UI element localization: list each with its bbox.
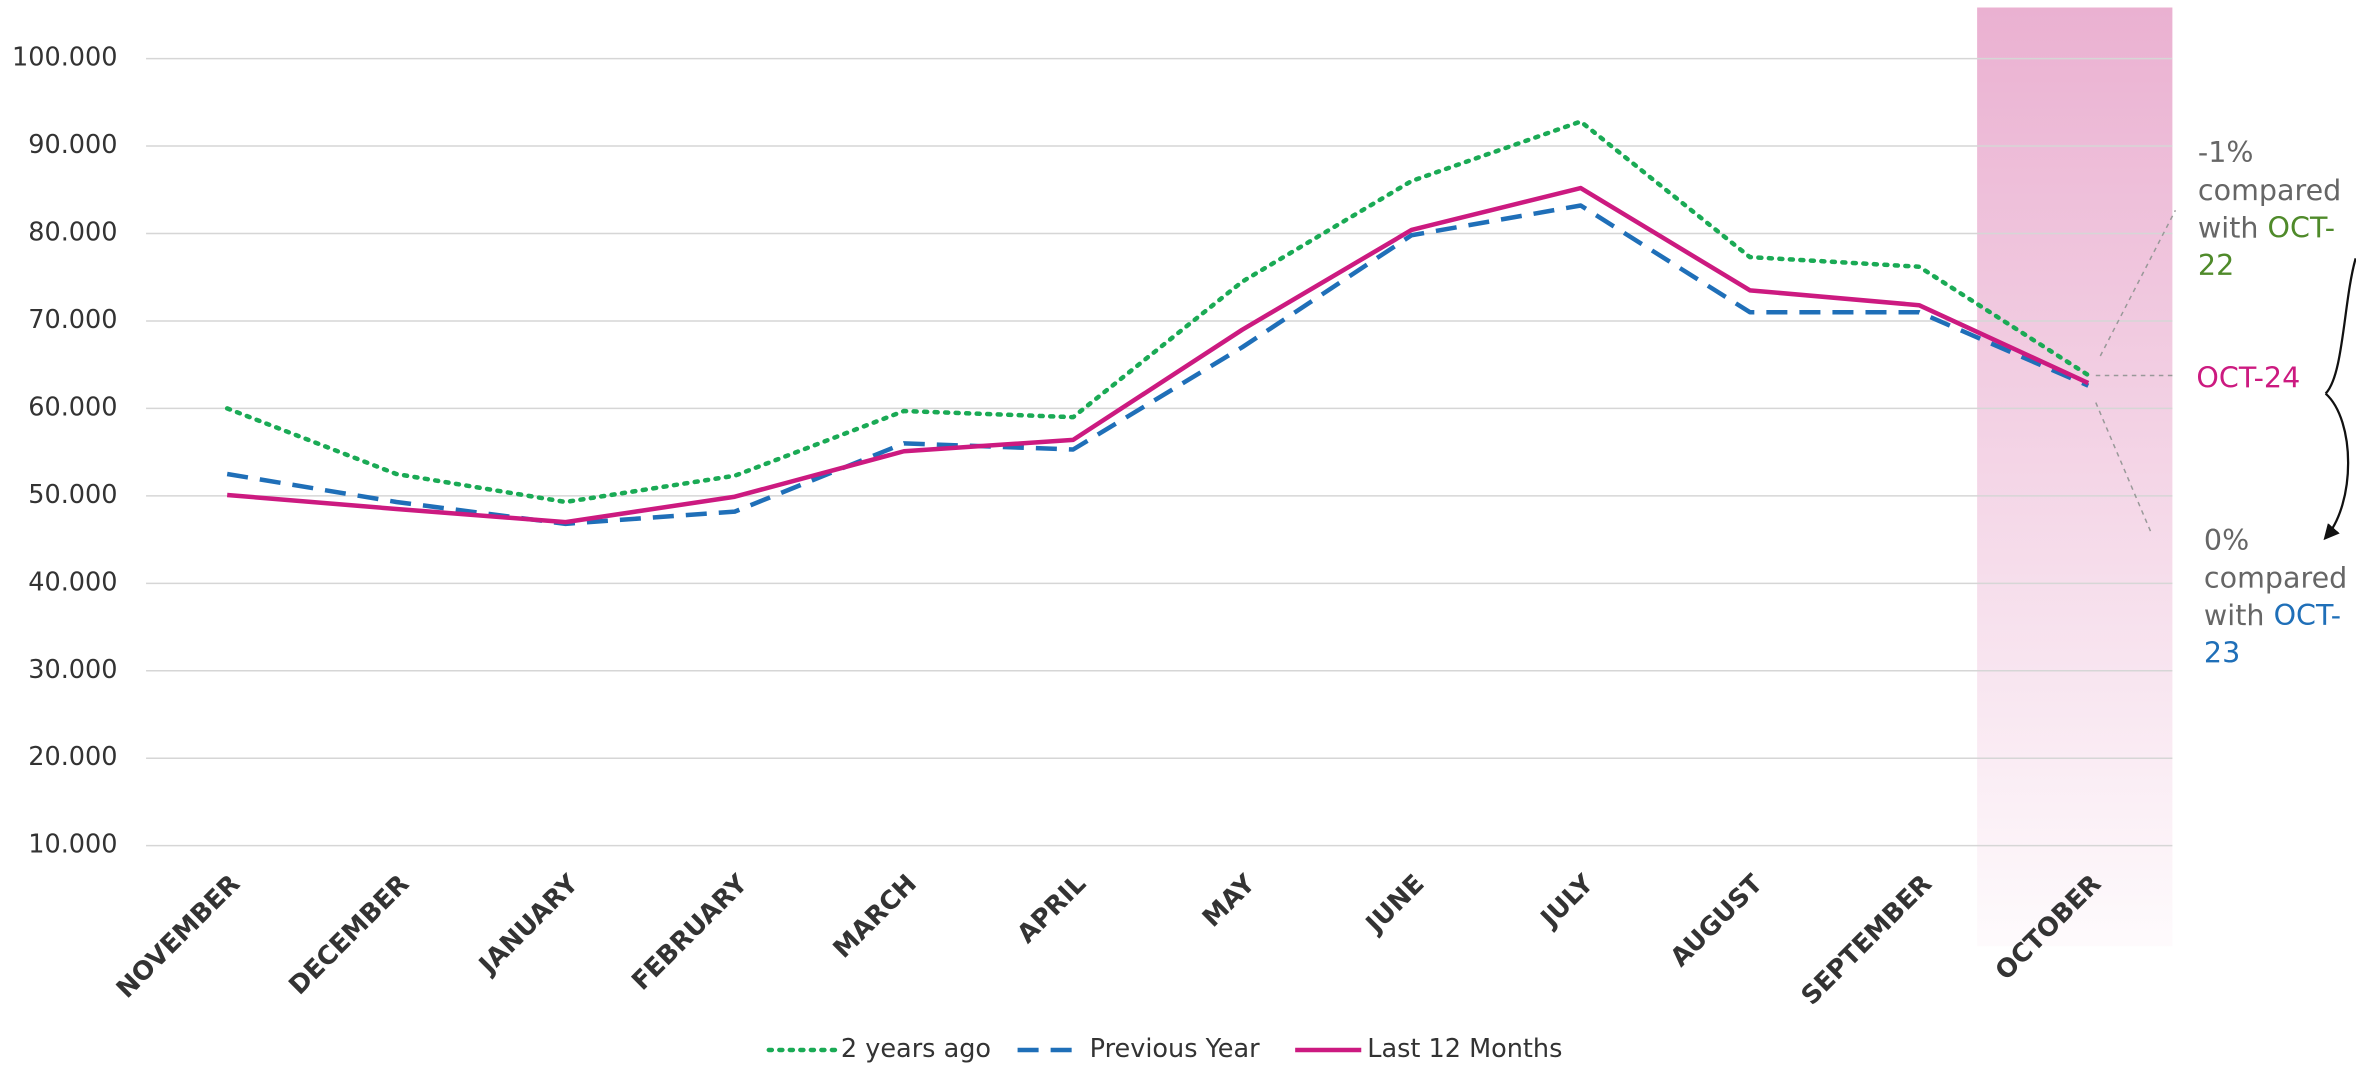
period: OCT-22 — [2197, 211, 2336, 283]
highlight-band — [1977, 7, 2173, 947]
y-tick-label: 60.000 — [28, 392, 117, 422]
annotation-text: 0% compared with OCT-23 — [2204, 523, 2356, 673]
x-tick-label: MARCH — [827, 869, 922, 964]
legend-label: Previous Year — [1090, 1034, 1260, 1064]
legend-label: Last 12 Months — [1367, 1034, 1562, 1064]
y-tick-label: 30.000 — [28, 655, 117, 685]
y-tick-label: 10.000 — [28, 830, 117, 860]
y-tick-label: 70.000 — [28, 305, 117, 335]
x-tick-label: JULY — [1534, 869, 1600, 935]
y-tick-label: 90.000 — [28, 130, 117, 160]
annotation-text: -1% compared with OCT-22 — [2198, 135, 2356, 285]
text: compared with — [2197, 174, 2342, 245]
annotation: OCT-24 — [2196, 362, 2301, 396]
y-tick-label: 100.000 — [12, 43, 118, 73]
x-tick-label: FEBRUARY — [626, 869, 754, 997]
current-label: OCT-24 — [2196, 362, 2301, 396]
legend-label: 2 years ago — [841, 1034, 991, 1064]
connector — [2099, 209, 2177, 357]
period: OCT-23 — [2203, 599, 2342, 670]
series-line — [226, 203, 2090, 527]
x-tick-label: SEPTEMBER — [1796, 869, 1939, 1012]
x-tick-label: NOVEMBER — [111, 869, 247, 1005]
arrow — [2324, 258, 2356, 395]
grid: 10.000 20.000 30.000 40.000 50.000 60.000 70.0… — [12, 43, 2173, 1012]
text: compared with — [2203, 561, 2348, 633]
x-tick-label: MAY — [1197, 869, 1262, 934]
background-layer — [1977, 7, 2173, 947]
x-tick-label: APRIL — [1012, 869, 1093, 950]
series-line — [224, 119, 2091, 505]
change: 0% — [2203, 524, 2250, 558]
x-tick-label: JANUARY — [472, 869, 585, 982]
change: -1% — [2197, 136, 2254, 170]
y-tick-label: 80.000 — [28, 217, 117, 247]
x-tick-label: AUGUST — [1665, 868, 1769, 972]
series-line — [226, 185, 2090, 525]
arrow — [2323, 392, 2350, 541]
x-tick-label: JUNE — [1359, 869, 1430, 940]
lines — [224, 119, 2091, 527]
y-tick-label: 50.000 — [28, 480, 117, 510]
connector — [2095, 402, 2153, 534]
annotation: 0%compared with OCT-23 — [2204, 523, 2356, 673]
annotation: -1% compared with OCT-22 — [2198, 135, 2356, 285]
y-tick-label: 20.000 — [28, 742, 117, 772]
x-tick-label: DECEMBER — [283, 869, 415, 1001]
y-tick-label: 40.000 — [28, 567, 117, 597]
